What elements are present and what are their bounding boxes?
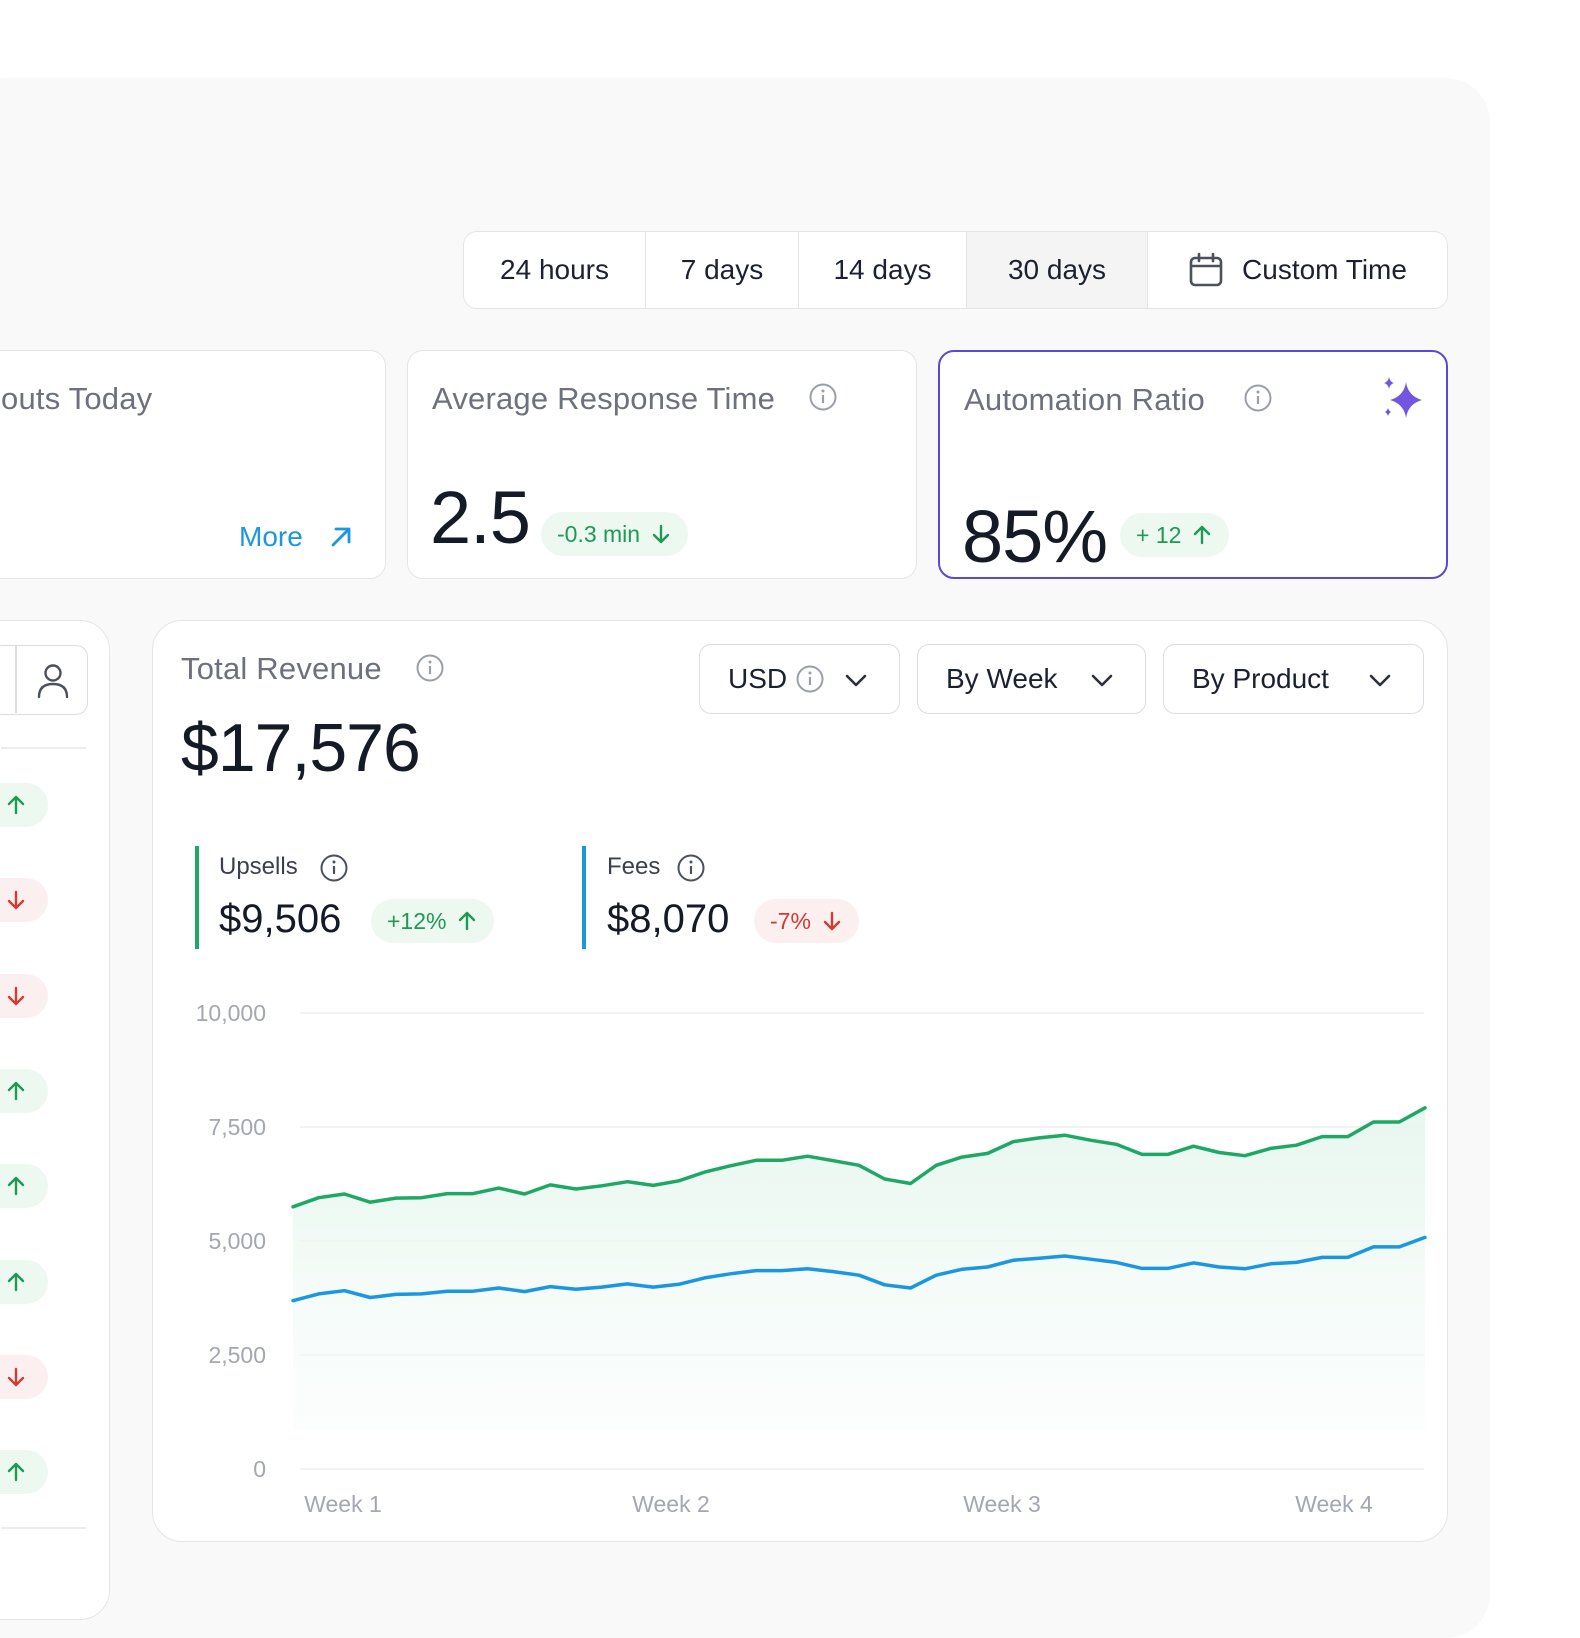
x-tick-label: Week 3	[963, 1491, 1041, 1517]
chevron-down-icon	[1091, 674, 1113, 687]
arrow-up-icon	[7, 795, 24, 815]
user-icon[interactable]	[36, 663, 70, 699]
automation-ratio-card: Automation Ratio 85% + 12	[938, 350, 1448, 579]
view-toggle	[0, 645, 88, 715]
y-tick-label: 2,500	[208, 1342, 266, 1368]
arrow-down-icon	[823, 911, 841, 931]
response-value: 2.5	[430, 476, 531, 559]
left-list-card: 0% 4% 4% 0% 0% 0% 4% 0%	[0, 620, 110, 1620]
time-option-14d[interactable]: 14 days	[799, 232, 967, 308]
list-item-change: 0%	[0, 1068, 48, 1113]
arrow-up-icon	[1194, 525, 1211, 545]
revenue-value: $17,576	[181, 710, 421, 786]
delta-text: -7%	[770, 907, 811, 934]
sparkle-icon	[1384, 377, 1422, 418]
automation-value: 85%	[962, 495, 1108, 578]
card-title: Automation Ratio	[964, 382, 1205, 417]
custom-time-button[interactable]: Custom Time	[1148, 232, 1447, 308]
arrow-up-icon	[7, 1462, 24, 1482]
y-tick-label: 7,500	[208, 1114, 266, 1140]
info-icon[interactable]	[676, 853, 706, 883]
arrow-down-icon	[7, 986, 24, 1005]
list-item-change: 0%	[0, 1164, 48, 1209]
time-option-30d[interactable]: 30 days	[967, 232, 1148, 308]
list-item-change: 4%	[0, 878, 48, 923]
delta-text: +12%	[387, 907, 447, 934]
time-option-label: 7 days	[680, 254, 764, 285]
y-tick-label: 10,000	[196, 1000, 266, 1026]
revenue-title: Total Revenue	[181, 651, 382, 686]
list-item-change: 0%	[0, 783, 48, 827]
grouping-dropdown[interactable]: By Product	[1163, 644, 1424, 714]
divider	[1, 1527, 86, 1529]
divider	[1, 747, 86, 749]
arrow-down-icon	[7, 1367, 24, 1386]
arrow-up-icon	[7, 1272, 24, 1291]
time-option-24h[interactable]: 24 hours	[464, 232, 646, 308]
fees-series-line	[291, 1235, 1427, 1303]
upsells-value: $9,506	[219, 897, 342, 941]
fees-delta-badge: -7%	[754, 899, 859, 943]
response-delta-badge: -0.3 min	[541, 512, 689, 556]
y-tick-label: 0	[253, 1456, 266, 1482]
info-icon[interactable]	[319, 853, 349, 883]
calendar-icon	[1189, 252, 1223, 287]
automation-delta-badge: + 12	[1120, 513, 1230, 557]
arrow-down-icon	[652, 524, 670, 544]
x-tick-label: Week 2	[632, 1491, 710, 1517]
grouping-label: By Product	[1192, 663, 1329, 694]
upsells-indicator	[195, 846, 199, 949]
time-option-label: 14 days	[833, 254, 932, 285]
info-icon[interactable]	[1243, 383, 1273, 413]
avg-response-card: Average Response Time 2.5 -0.3 min	[407, 350, 917, 579]
payouts-card: outs Today More	[0, 350, 386, 579]
y-tick-label: 5,000	[208, 1228, 266, 1254]
currency-dropdown[interactable]: USD	[699, 644, 900, 714]
time-option-label: Custom Time	[1242, 254, 1407, 285]
x-tick-label: Week 1	[304, 1491, 382, 1517]
arrow-up-icon	[7, 1176, 24, 1196]
fees-value: $8,070	[607, 897, 730, 941]
period-label: By Week	[946, 663, 1058, 694]
chevron-down-icon	[845, 674, 867, 687]
arrow-up-icon	[7, 1081, 24, 1101]
currency-label: USD	[728, 663, 788, 694]
time-option-label: 24 hours	[500, 254, 609, 285]
arrow-up-right-icon	[331, 527, 351, 547]
info-icon[interactable]	[415, 653, 445, 683]
upsells-delta-badge: +12%	[371, 899, 495, 943]
chevron-down-icon	[1369, 674, 1391, 687]
delta-text: + 12	[1136, 521, 1182, 548]
x-tick-label: Week 4	[1295, 1491, 1373, 1517]
time-option-label: 30 days	[1007, 254, 1107, 285]
info-icon	[796, 665, 824, 693]
revenue-chart: 10,000 7,500 5,000 2,500 0 Week 1 Week 2 Week 3…	[196, 1000, 1427, 1517]
info-icon[interactable]	[808, 382, 838, 412]
more-link[interactable]: More	[239, 521, 355, 553]
upsells-label: Upsells	[219, 853, 298, 880]
upsells-area	[293, 1107, 1425, 1430]
period-dropdown[interactable]: By Week	[917, 644, 1146, 714]
card-title: Average Response Time	[432, 381, 776, 416]
more-link-label: More	[239, 521, 303, 552]
list-item-change: 4%	[0, 973, 48, 1018]
time-option-7d[interactable]: 7 days	[646, 232, 799, 308]
time-range-selector: 24 hours 7 days 14 days 30 days Custom T…	[463, 231, 1448, 309]
arrow-up-icon	[459, 911, 476, 931]
upsells-series-line	[291, 1106, 1427, 1209]
list-item-change: 0%	[0, 1259, 48, 1304]
card-title: outs Today	[1, 381, 153, 416]
arrow-down-icon	[7, 891, 24, 910]
fees-label: Fees	[607, 853, 661, 880]
fees-indicator	[582, 846, 586, 949]
list-item-change: 0%	[0, 1450, 48, 1495]
delta-text: -0.3 min	[557, 520, 641, 547]
list-item-change: 4%	[0, 1354, 48, 1399]
